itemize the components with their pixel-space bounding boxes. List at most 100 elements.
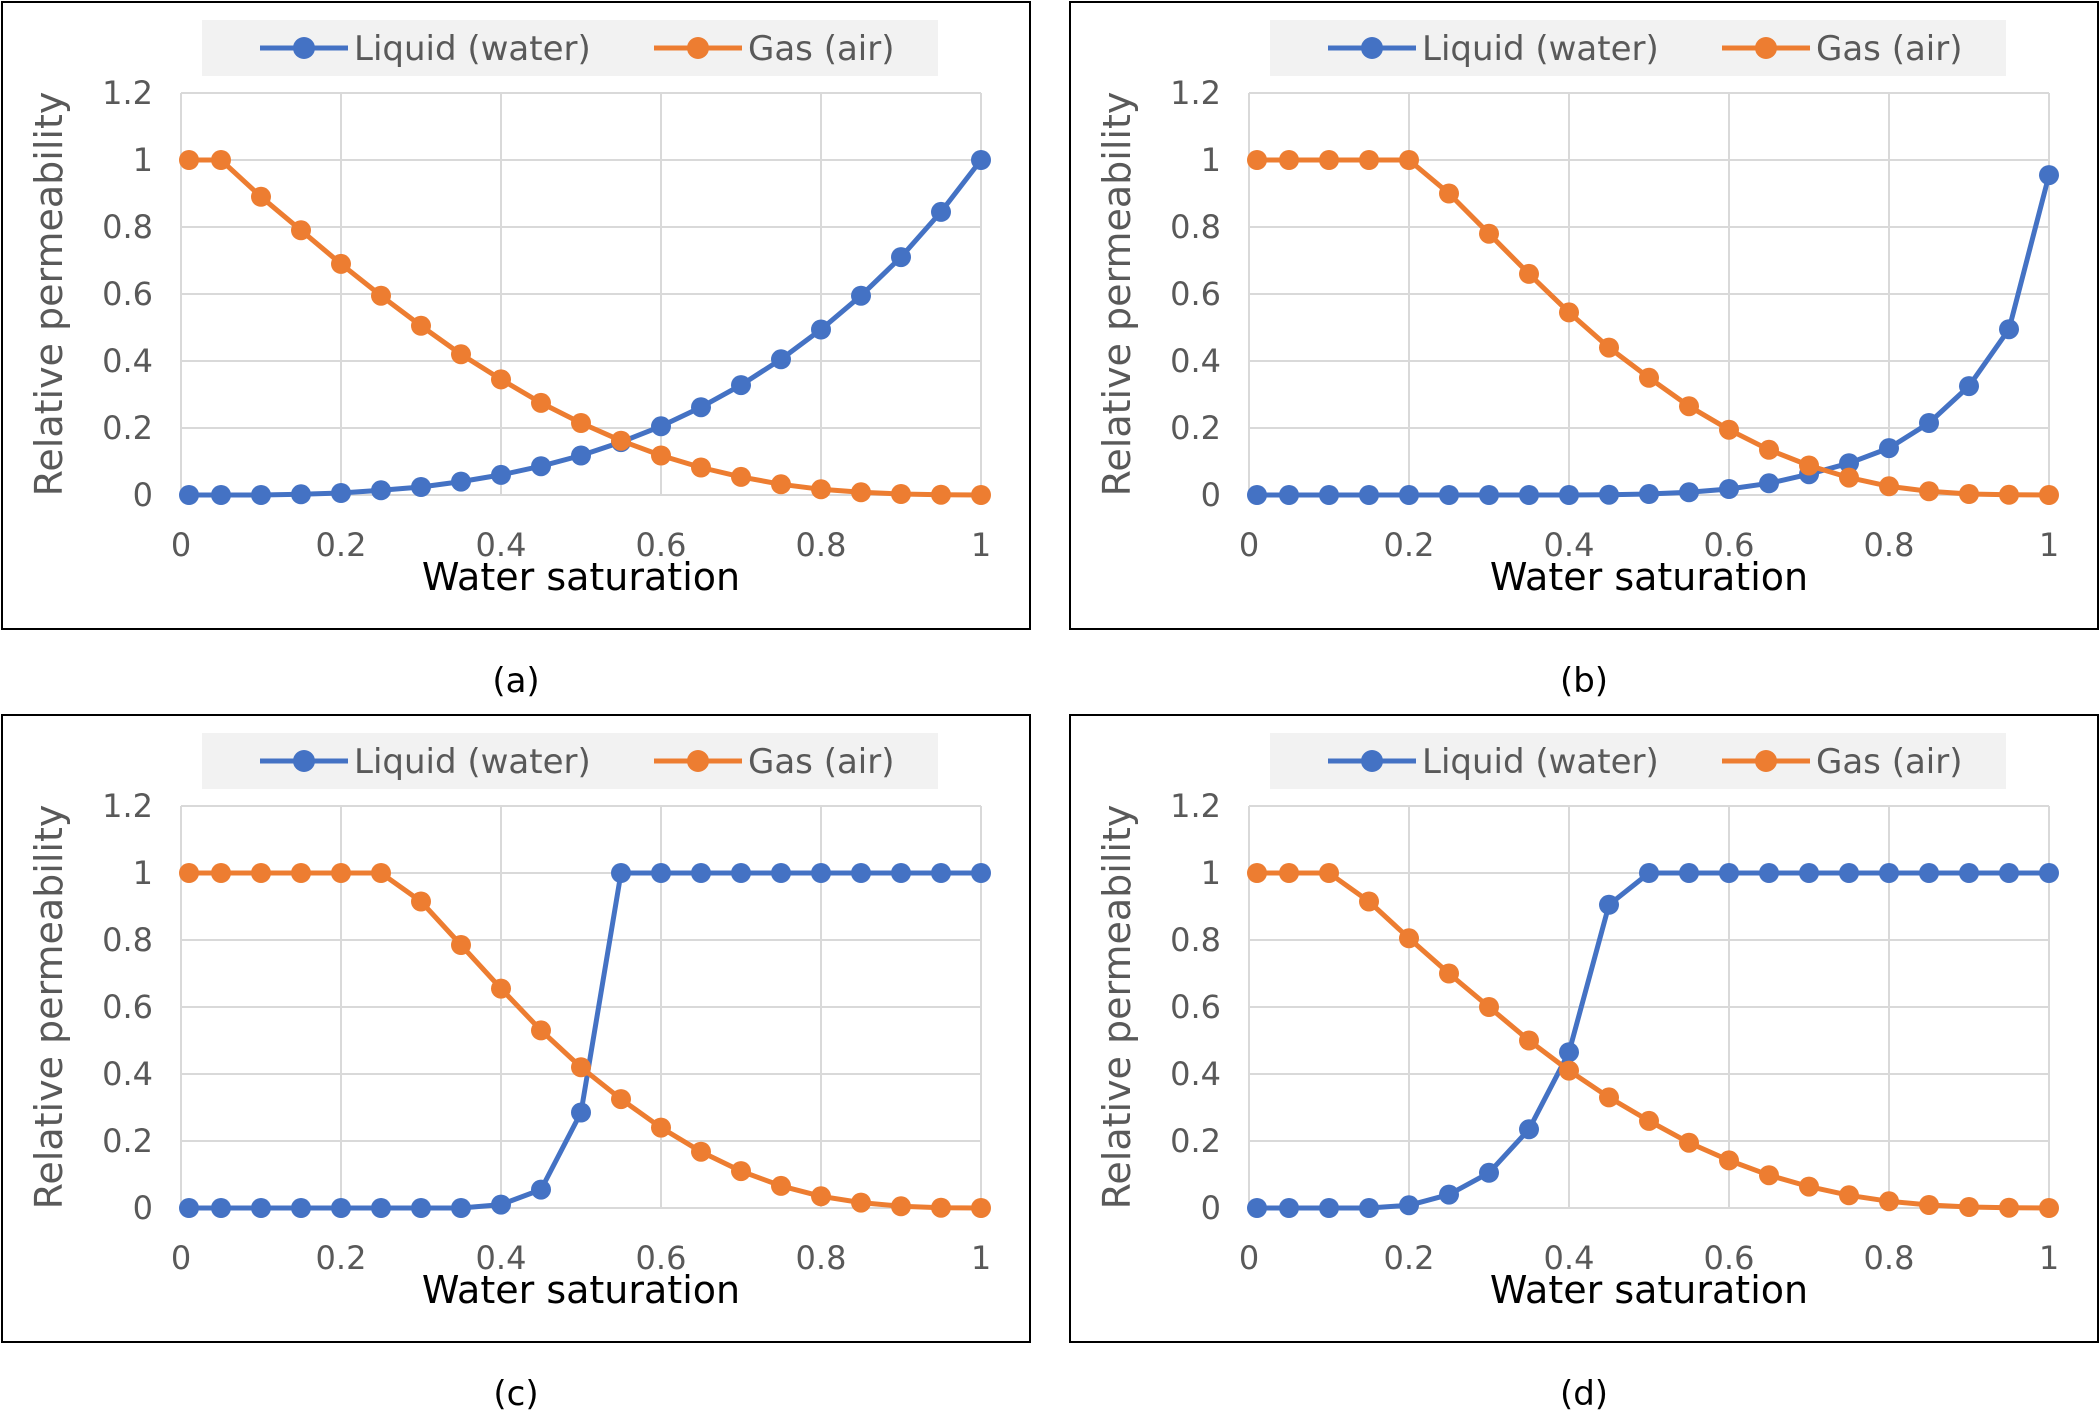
- data-point: [531, 456, 551, 477]
- data-point: [371, 863, 391, 883]
- legend: Liquid (water) Gas (air): [1270, 733, 2006, 789]
- data-point: [811, 479, 831, 500]
- data-point: [1639, 1110, 1659, 1131]
- data-point: [1759, 439, 1779, 460]
- x-tick-label: 0.2: [316, 1239, 367, 1277]
- x-axis-title: Water saturation: [1490, 1268, 1808, 1312]
- x-axis-title: Water saturation: [422, 1268, 740, 1312]
- legend-item: Gas (air): [1722, 29, 1963, 69]
- data-point: [1599, 894, 1619, 915]
- data-point: [1999, 484, 2019, 505]
- data-point: [1279, 863, 1299, 883]
- data-point: [1319, 485, 1339, 505]
- y-tick-label: 1: [1201, 854, 1221, 892]
- data-point: [571, 1057, 591, 1078]
- y-tick-label: 1.2: [102, 74, 153, 112]
- series-gas-air: [1247, 150, 2059, 505]
- panel-caption: (c): [493, 1374, 538, 1414]
- x-tick-label: 0.2: [1384, 526, 1435, 564]
- legend-swatch-marker: [1361, 37, 1383, 59]
- data-point: [1959, 1197, 1979, 1217]
- series-liquid-water: [1247, 863, 2059, 1218]
- data-point: [1959, 484, 1979, 504]
- data-point: [531, 1020, 551, 1041]
- data-point: [771, 474, 791, 495]
- data-point: [1599, 1087, 1619, 1108]
- y-tick-label: 0.4: [1170, 1055, 1221, 1093]
- x-tick-label: 0.6: [636, 526, 687, 564]
- data-point: [691, 397, 711, 418]
- x-tick-label: 0.2: [1384, 1239, 1435, 1277]
- data-point: [1719, 1150, 1739, 1171]
- data-point: [1559, 1060, 1579, 1081]
- data-point: [1799, 455, 1819, 476]
- data-point: [1919, 1195, 1939, 1215]
- data-point: [811, 863, 831, 883]
- data-point: [1519, 1119, 1539, 1140]
- data-point: [931, 201, 951, 222]
- data-point: [2039, 863, 2059, 883]
- data-point: [1599, 484, 1619, 505]
- data-point: [891, 1196, 911, 1217]
- data-point: [1759, 473, 1779, 494]
- data-point: [1679, 1132, 1699, 1153]
- x-tick-label: 0.6: [1704, 1239, 1755, 1277]
- y-tick-label: 0.2: [1170, 1122, 1221, 1160]
- data-point: [1359, 1198, 1379, 1218]
- data-point: [571, 1102, 591, 1123]
- x-tick-label: 1: [971, 1239, 991, 1277]
- data-point: [1959, 376, 1979, 397]
- data-point: [571, 413, 591, 433]
- chart-panel-2: 0 0.2 0.4 0.6 0.8 1 1.2 0 0.2 0.4 0.6 0.8 1 Water sat…: [1069, 1, 2099, 701]
- data-point: [1439, 963, 1459, 984]
- x-tick-label: 0.4: [476, 1239, 527, 1277]
- legend-label: Gas (air): [748, 29, 895, 69]
- series-liquid-water: [179, 863, 991, 1218]
- series-gas-air: [179, 150, 991, 505]
- legend-label: Gas (air): [1816, 29, 1963, 69]
- data-point: [1247, 150, 1267, 170]
- legend-item: Gas (air): [1722, 742, 1963, 782]
- data-point: [651, 416, 671, 437]
- series-liquid-water: [179, 150, 991, 505]
- data-point: [971, 485, 991, 505]
- legend: Liquid (water) Gas (air): [1270, 20, 2006, 76]
- data-point: [1247, 485, 1267, 505]
- data-point: [1759, 863, 1779, 883]
- data-point: [411, 315, 431, 336]
- data-point: [1799, 863, 1819, 883]
- data-point: [1519, 1030, 1539, 1051]
- data-point: [1919, 413, 1939, 433]
- data-point: [1519, 485, 1539, 505]
- x-axis-title: Water saturation: [1490, 555, 1808, 599]
- legend-swatch-marker: [293, 37, 315, 59]
- x-tick-label: 1: [971, 526, 991, 564]
- data-point: [451, 471, 471, 492]
- legend-swatch-marker: [293, 750, 315, 772]
- legend-swatch-marker: [687, 750, 709, 772]
- data-point: [1319, 863, 1339, 883]
- data-point: [1679, 863, 1699, 883]
- data-point: [1799, 1176, 1819, 1197]
- data-point: [1679, 482, 1699, 503]
- data-point: [1879, 1191, 1899, 1212]
- data-point: [1359, 891, 1379, 912]
- data-point: [691, 1141, 711, 1162]
- data-point: [1359, 485, 1379, 505]
- legend-swatch-marker: [1361, 750, 1383, 772]
- series-gas-air: [179, 863, 991, 1218]
- data-point: [851, 1192, 871, 1213]
- data-point: [811, 319, 831, 340]
- data-point: [571, 445, 591, 466]
- legend: Liquid (water) Gas (air): [202, 20, 938, 76]
- data-point: [531, 392, 551, 413]
- x-tick-label: 0: [171, 1239, 191, 1277]
- legend-item: Liquid (water): [260, 742, 591, 782]
- data-point: [771, 1175, 791, 1196]
- data-point: [1479, 485, 1499, 505]
- y-tick-label: 0: [1201, 1189, 1221, 1227]
- data-point: [211, 150, 231, 170]
- data-point: [491, 1194, 511, 1215]
- data-point: [1879, 863, 1899, 883]
